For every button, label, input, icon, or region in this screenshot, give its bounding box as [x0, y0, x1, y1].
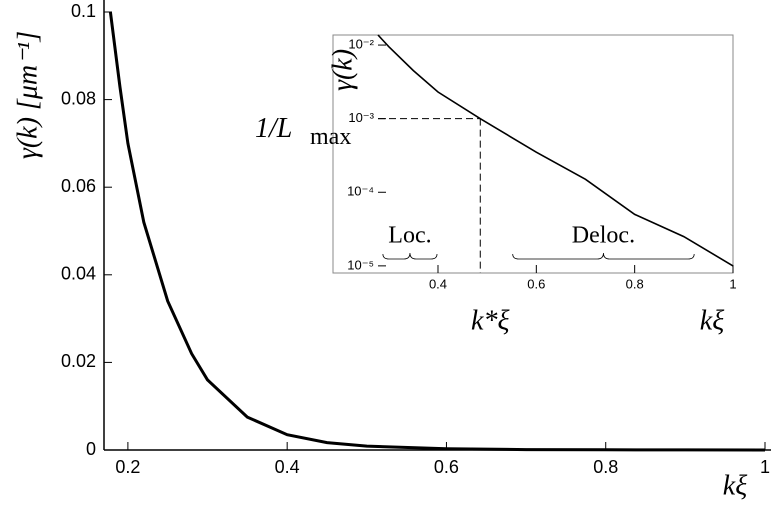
annotation: k*ξ [471, 305, 509, 336]
y-tick-label: 0.1 [71, 1, 96, 21]
y-tick-label: 0.08 [61, 88, 96, 108]
data-line [108, 11, 766, 452]
brace [382, 252, 438, 260]
brace [512, 252, 695, 260]
y-tick-label: 10⁻⁵ [347, 257, 374, 272]
x-axis-label: kξ [700, 305, 724, 336]
y-tick-label: 10⁻⁴ [347, 184, 374, 199]
inset-frame [332, 34, 734, 274]
data-line [377, 34, 734, 267]
y-axis-label: γ(k) [327, 49, 358, 91]
x-tick-label: 0.2 [115, 457, 140, 477]
x-tick-label: 0.8 [626, 276, 644, 291]
x-tick-label: 0.6 [527, 276, 545, 291]
region-label: Loc. [388, 223, 431, 249]
x-tick-label: 0.8 [593, 457, 618, 477]
annotation: 1/L [255, 113, 292, 144]
y-tick-label: 0.06 [61, 176, 96, 196]
x-tick-label: 1 [760, 457, 770, 477]
x-tick-label: 0.6 [434, 457, 459, 477]
y-tick-label: 0.02 [61, 351, 96, 371]
x-tick-label: 0.4 [275, 457, 300, 477]
annotation: max [310, 124, 351, 150]
y-tick-label: 0 [86, 439, 96, 459]
y-tick-label: 10⁻³ [348, 110, 374, 125]
y-axis-label: γ(k) [μm⁻¹] [12, 31, 43, 159]
y-tick-label: 10⁻² [348, 37, 374, 52]
x-tick-label: 1 [729, 276, 736, 291]
y-tick-label: 0.04 [61, 264, 96, 284]
region-label: Deloc. [572, 223, 635, 249]
x-axis-label: kξ [723, 470, 747, 501]
x-tick-label: 0.4 [429, 276, 447, 291]
